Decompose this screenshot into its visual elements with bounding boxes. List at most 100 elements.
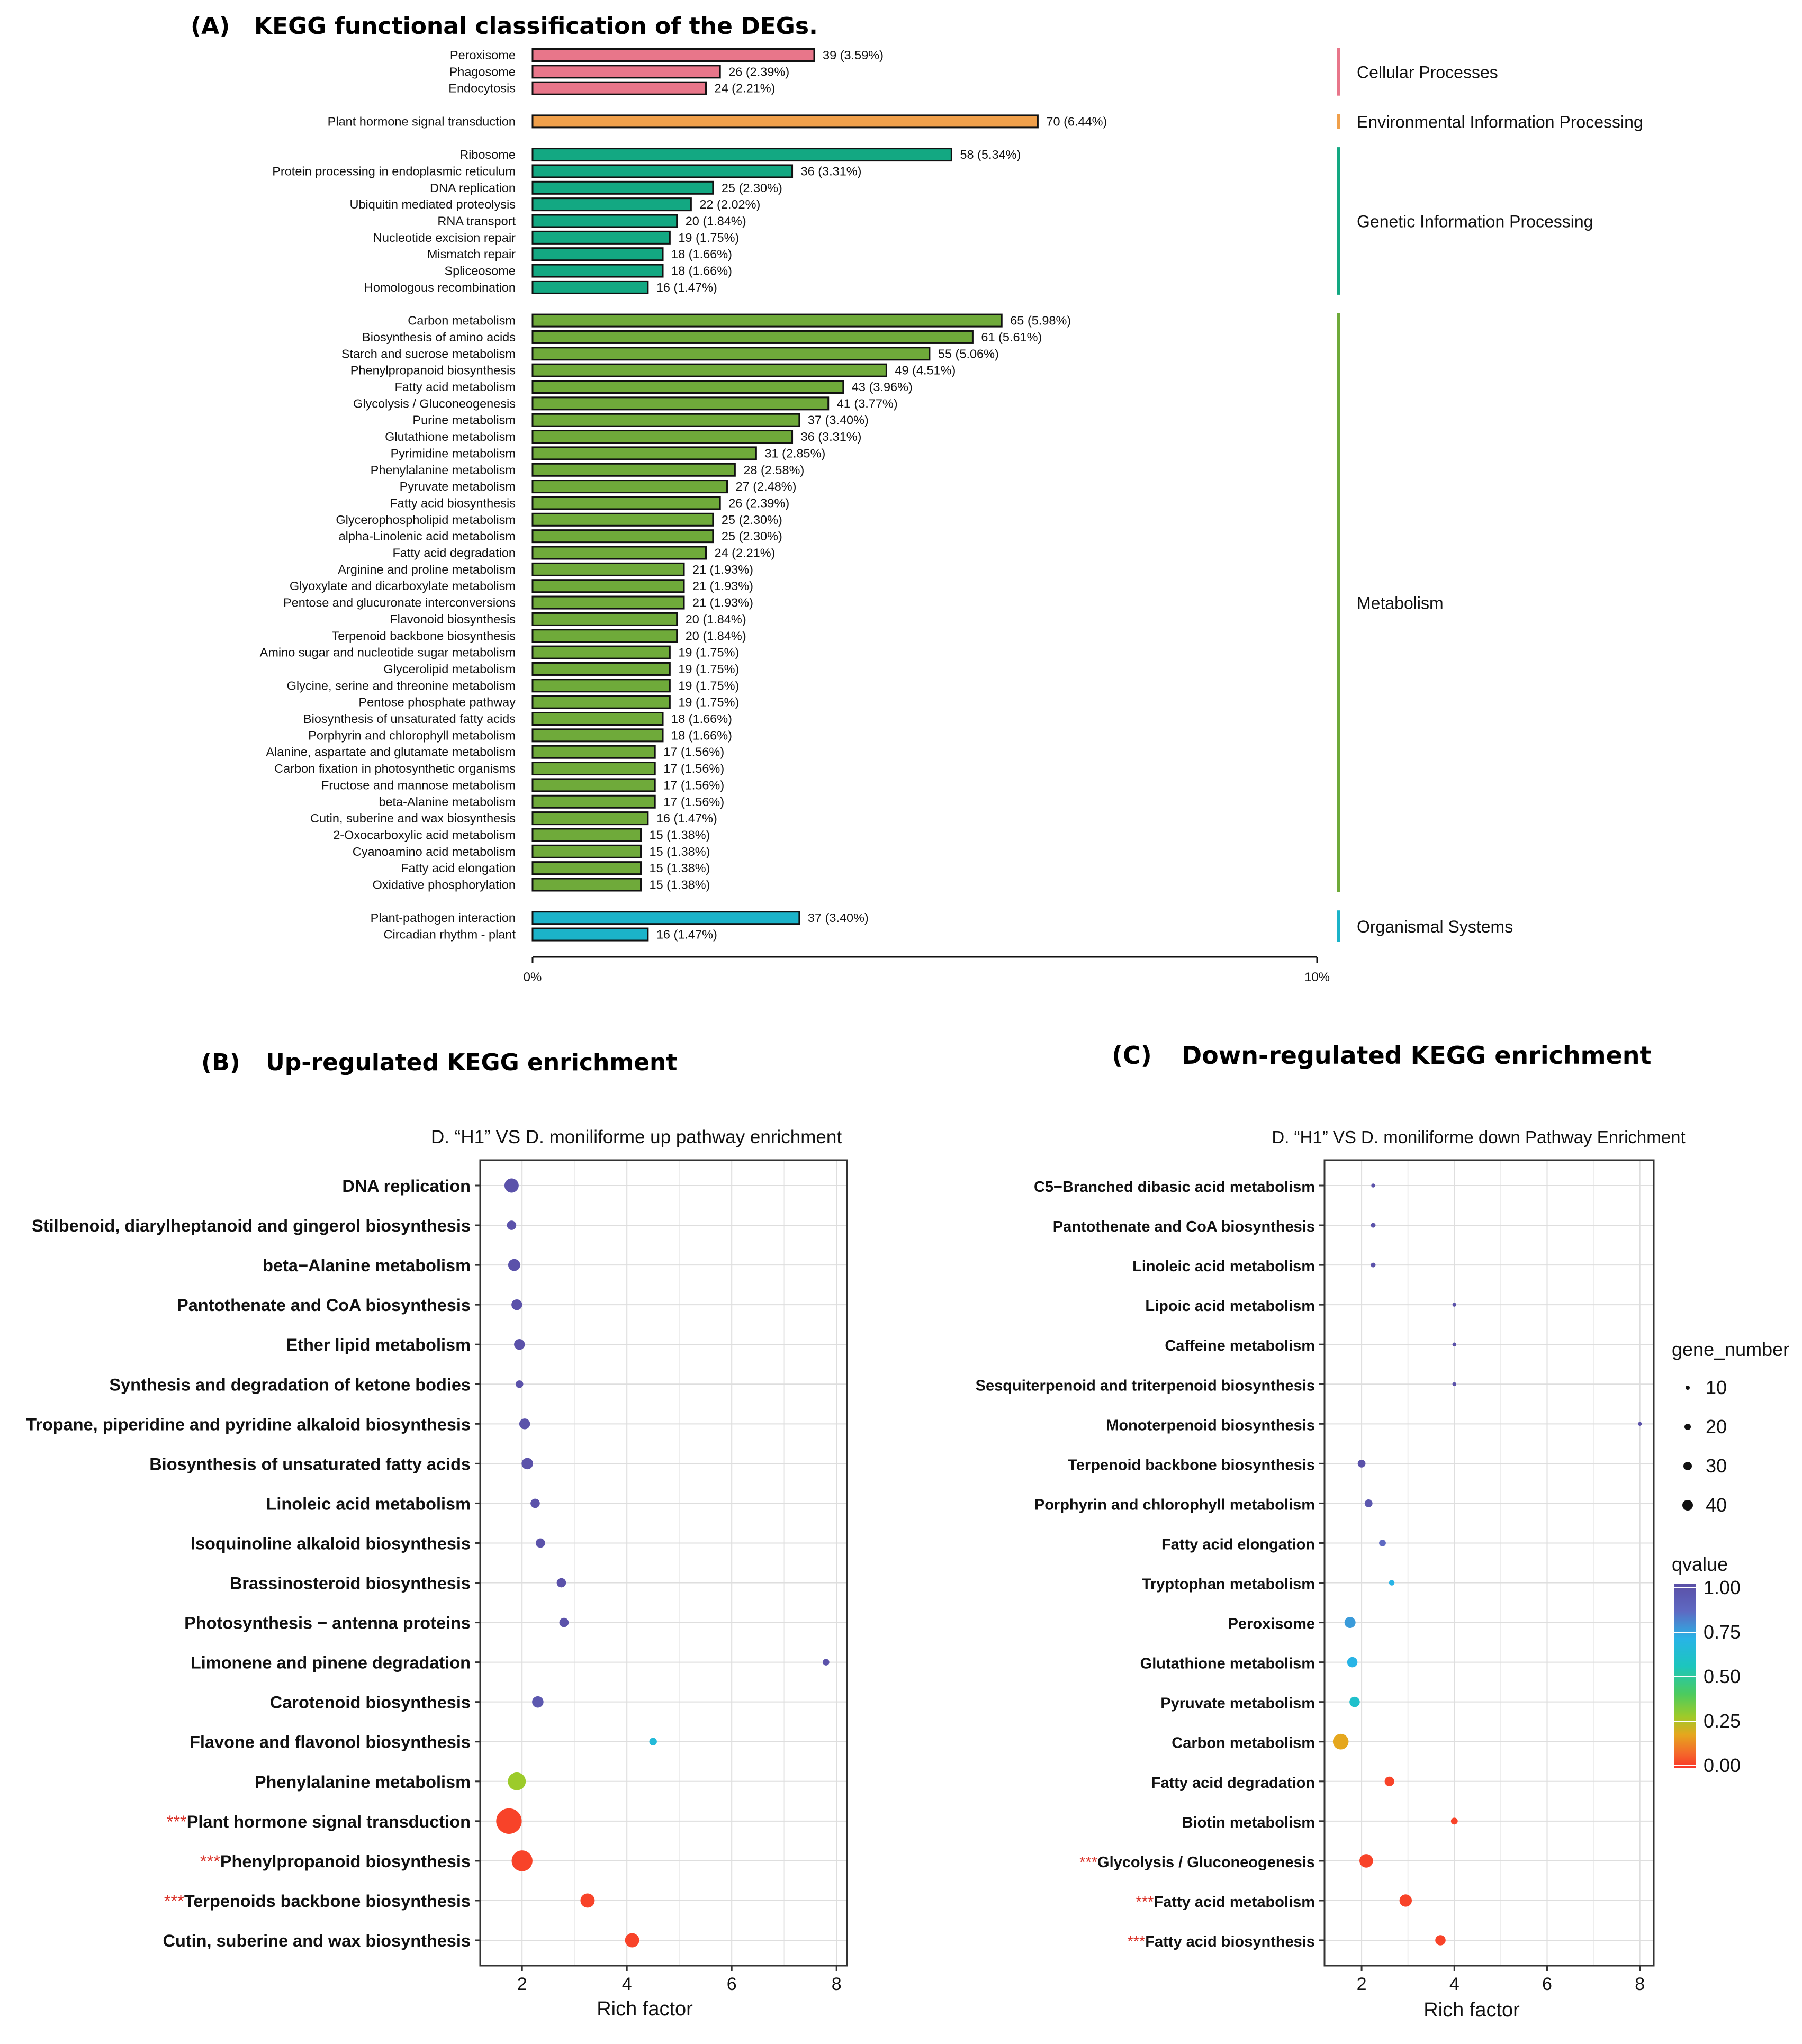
legend-size-label-20: 20 [1706, 1416, 1727, 1437]
bar-value-fatty-acid-metabolism: 43 (3.96%) [852, 380, 913, 394]
bar-label-plant-hormone-signal-transduction: Plant hormone signal transduction [328, 114, 516, 128]
bar-value-endocytosis: 24 (2.21%) [715, 82, 776, 95]
bar-starch-and-sucrose-metabolism [531, 347, 931, 361]
up-ylabel-biosynthesis-of-unsaturated-fatty-acids: Biosynthesis of unsaturated fatty acids [149, 1454, 471, 1473]
bar-value-ribosome: 58 (5.34%) [960, 148, 1021, 161]
bar-value-phagosome: 26 (2.39%) [728, 65, 789, 78]
bar-fatty-acid-biosynthesis [531, 496, 721, 510]
bar-value-homologous-recombination: 16 (1.47%) [656, 281, 717, 294]
up-xtick-label-4: 4 [622, 1974, 632, 1994]
bar-phenylalanine-metabolism [531, 463, 736, 477]
bar-fatty-acid-degradation [531, 546, 707, 560]
down-point-tryptophan-metabolism [1389, 1580, 1395, 1586]
bar-glycerolipid-metabolism [531, 662, 671, 676]
down-ylabel-fatty-acid-degradation: Fatty acid degradation [1151, 1775, 1315, 1792]
up-point-synthesis-and-degradation-of-ketone-bodies [516, 1380, 524, 1388]
legend-qvalue-tick-075: 0.75 [1704, 1621, 1741, 1643]
bar-arginine-and-proline-metabolism [531, 562, 685, 576]
bar-carbon-fixation-in-photosynthetic-organisms [531, 762, 656, 776]
bar-label-pyrimidine-metabolism: Pyrimidine metabolism [391, 446, 516, 460]
legend-size-label-40: 40 [1706, 1494, 1727, 1516]
up-xtick-label-2: 2 [517, 1974, 527, 1994]
down-point-sesquiterpenoid-and-triterpenoid-biosynthesis [1452, 1382, 1456, 1386]
group-label-genetic-information-processing: Genetic Information Processing [1357, 212, 1593, 231]
bar-value-carbon-fixation-in-photosynthetic-organisms: 17 (1.56%) [663, 762, 724, 775]
up-point-ether-lipid-metabolism [514, 1339, 525, 1350]
bar-label-peroxisome: Peroxisome [450, 48, 516, 62]
bar-value-rna-transport: 20 (1.84%) [686, 214, 746, 228]
bar-pentose-phosphate-pathway [531, 695, 671, 709]
bar-value-glycerolipid-metabolism: 19 (1.75%) [678, 662, 739, 676]
up-point-brassinosteroid-biosynthesis [556, 1578, 566, 1588]
bar-value-starch-and-sucrose-metabolism: 55 (5.06%) [938, 347, 999, 360]
bar-glyoxylate-and-dicarboxylate-metabolism [531, 579, 685, 593]
down-point-carbon-metabolism [1332, 1733, 1349, 1750]
up-ylabel-cutin-suberine-and-wax-biosynthesis: Cutin, suberine and wax biosynthesis [163, 1931, 471, 1950]
up-ylabel-pantothenate-and-coa-biosynthesis: Pantothenate and CoA biosynthesis [177, 1296, 471, 1315]
bar-label-alpha-linolenic-acid-metabolism: alpha-Linolenic acid metabolism [339, 529, 516, 543]
bar-value-fatty-acid-degradation: 24 (2.21%) [715, 546, 776, 560]
bar-peroxisome [531, 48, 815, 62]
bar-label-plant-pathogen-interaction: Plant-pathogen interaction [371, 911, 516, 925]
up-xtick-label-8: 8 [832, 1974, 842, 1994]
panel-b-xlabel: Rich factor [597, 1998, 693, 2020]
legend-qvalue-title: qvalue [1672, 1553, 1728, 1575]
down-plot-bg [1325, 1160, 1654, 1966]
bar-label-terpenoid-backbone-biosynthesis: Terpenoid backbone biosynthesis [331, 629, 516, 643]
up-ylabel-ether-lipid-metabolism: Ether lipid metabolism [286, 1335, 471, 1354]
bar-cyanoamino-acid-metabolism [531, 844, 642, 858]
bar-value-biosynthesis-of-unsaturated-fatty-acids: 18 (1.66%) [671, 712, 732, 726]
group-bracket-metabolism [1337, 313, 1340, 892]
bar-value-alpha-linolenic-acid-metabolism: 25 (2.30%) [722, 529, 782, 543]
bar-value-dna-replication: 25 (2.30%) [722, 181, 782, 195]
bar-value-pentose-and-glucuronate-interconversions: 21 (1.93%) [692, 596, 753, 610]
down-point-caffeine-metabolism [1452, 1342, 1456, 1346]
panel-c-xlabel: Rich factor [1423, 1999, 1520, 2021]
bar-homologous-recombination [531, 280, 649, 294]
bar-label-mismatch-repair: Mismatch repair [427, 247, 516, 261]
bar-value-terpenoid-backbone-biosynthesis: 20 (1.84%) [686, 629, 746, 643]
down-ylabel-carbon-metabolism: Carbon metabolism [1172, 1735, 1315, 1752]
legend-size-dot-40 [1682, 1500, 1693, 1511]
down-point-biotin-metabolism [1450, 1817, 1458, 1825]
group-bracket-genetic-information-processing [1337, 147, 1340, 295]
bar-value-glycine-serine-and-threonine-metabolism: 19 (1.75%) [678, 679, 739, 692]
bar-ubiquitin-mediated-proteolysis [531, 197, 692, 212]
bar-label-oxidative-phosphorylation: Oxidative phosphorylation [373, 878, 516, 892]
up-ylabel-brassinosteroid-biosynthesis: Brassinosteroid biosynthesis [230, 1574, 471, 1593]
down-ylabel-linoleic-acid-metabolism: Linoleic acid metabolism [1132, 1258, 1315, 1275]
bar-value-phenylpropanoid-biosynthesis: 49 (4.51%) [895, 364, 956, 377]
bar-label-carbon-metabolism: Carbon metabolism [408, 314, 516, 328]
legend-gene-number-title: gene_number [1672, 1338, 1789, 1360]
legend-qvalue-tick-025: 0.25 [1704, 1710, 1741, 1732]
bar-label-ubiquitin-mediated-proteolysis: Ubiquitin mediated proteolysis [350, 197, 516, 211]
bar-cutin-suberine-and-wax-biosynthesis [531, 811, 649, 826]
legend-qvalue-tick-1: 1.00 [1704, 1577, 1741, 1598]
bar-label-biosynthesis-of-unsaturated-fatty-acids: Biosynthesis of unsaturated fatty acids [303, 712, 516, 726]
panel-c-heading: (C) Down-regulated KEGG enrichment D. “H… [1112, 1041, 1686, 1147]
bar-value-glycolysis-gluconeogenesis: 41 (3.77%) [837, 396, 898, 410]
down-ylabel-monoterpenoid-biosynthesis: Monoterpenoid biosynthesis [1106, 1417, 1315, 1434]
bar-fatty-acid-elongation [531, 861, 642, 875]
bar-value-pentose-phosphate-pathway: 19 (1.75%) [678, 695, 739, 709]
bar-label-2-oxocarboxylic-acid-metabolism: 2-Oxocarboxylic acid metabolism [333, 828, 516, 842]
down-point-pantothenate-and-coa-biosynthesis [1371, 1223, 1376, 1228]
bar-label-flavonoid-biosynthesis: Flavonoid biosynthesis [390, 612, 516, 626]
panel-b-plot-title: D. “H1” VS D. moniliforme up pathway enr… [431, 1127, 842, 1147]
up-ylabel-limonene-and-pinene-degradation: Limonene and pinene degradation [191, 1653, 471, 1672]
bar-pentose-and-glucuronate-interconversions [531, 595, 685, 610]
panel-b-title: Up-regulated KEGG enrichment [266, 1049, 677, 1076]
bar-label-carbon-fixation-in-photosynthetic-organisms: Carbon fixation in photosynthetic organi… [274, 762, 516, 775]
bar-glutathione-metabolism [531, 430, 794, 444]
down-point-lipoic-acid-metabolism [1452, 1303, 1456, 1307]
up-enrichment-plot: DNA replication Stilbenoid, diarylheptano… [26, 1159, 848, 1994]
up-ylabel-phenylalanine-metabolism: Phenylalanine metabolism [255, 1772, 471, 1792]
group-label-metabolism: Metabolism [1357, 594, 1444, 613]
bar-value-glutathione-metabolism: 36 (3.31%) [801, 430, 862, 444]
down-plot-frame [1323, 1159, 1655, 1967]
bar-circadian-rhythm-plant [531, 927, 649, 942]
down-xtick-label-2: 2 [1357, 1974, 1367, 1994]
down-xtick-label-6: 6 [1542, 1974, 1552, 1994]
up-ylabel-tropane-piperidine-and-pyridine-alkaloid-biosynthesis: Tropane, piperidine and pyridine alkaloi… [26, 1415, 471, 1434]
bar-x-tick-label-10: 10% [1304, 970, 1330, 984]
